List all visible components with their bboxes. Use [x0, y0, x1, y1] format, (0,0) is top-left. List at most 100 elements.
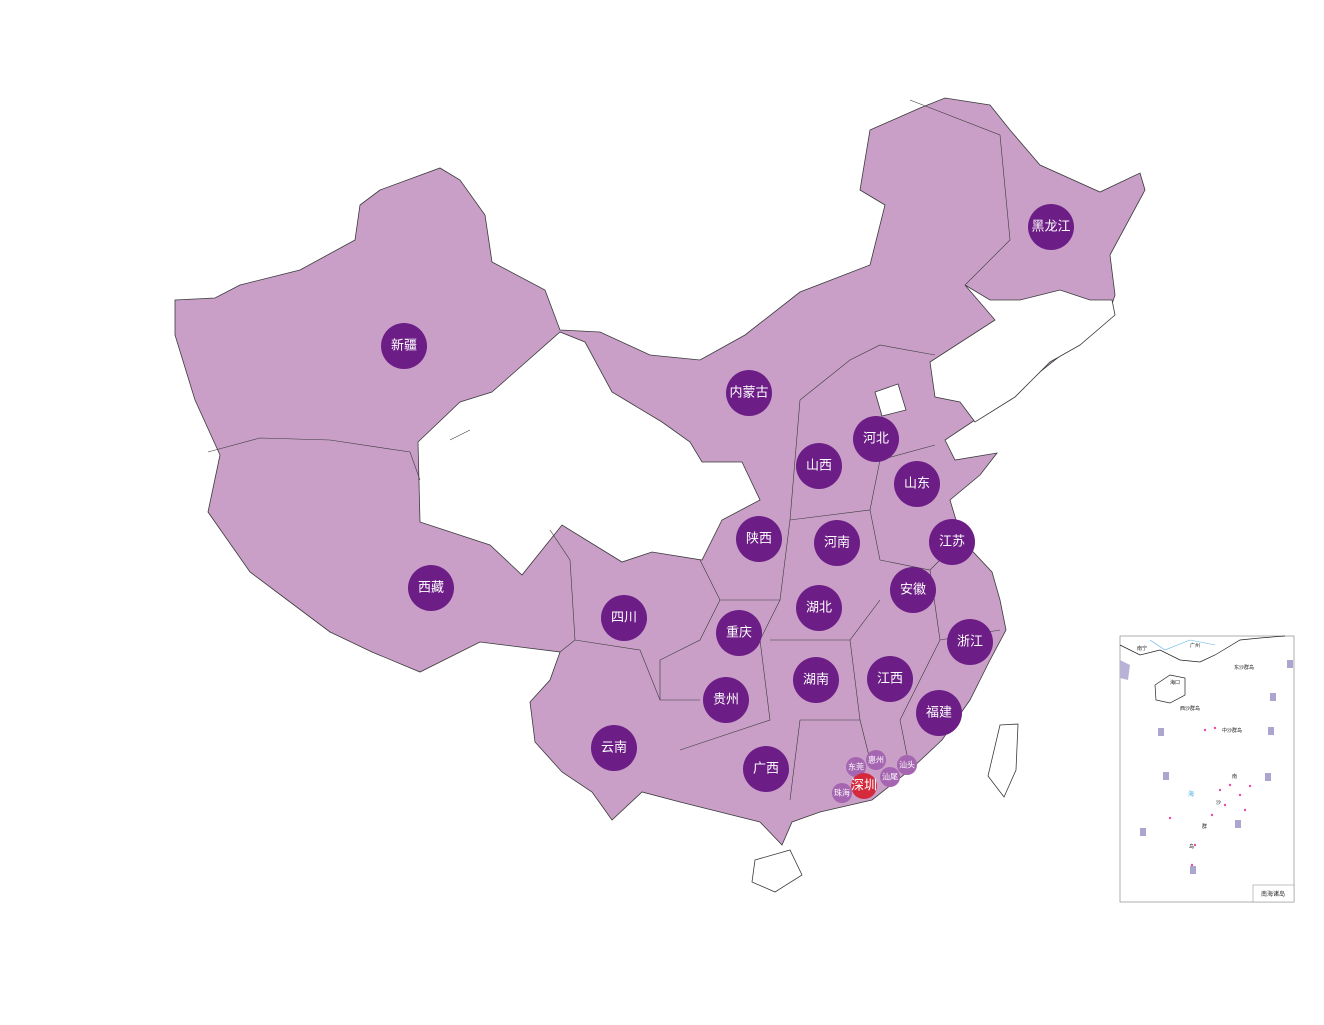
marker-circle[interactable] [916, 690, 962, 736]
province-marker[interactable]: 西藏 [408, 565, 454, 611]
region-empty-northeast[interactable] [929, 284, 1116, 423]
province-marker[interactable]: 湖南 [793, 657, 839, 703]
marker-circle[interactable] [853, 416, 899, 462]
marker-circle[interactable] [897, 755, 917, 775]
marker-label: 广西 [753, 762, 779, 777]
province-marker[interactable]: 安徽 [890, 567, 936, 613]
marker-label: 山东 [904, 477, 930, 492]
inset-label: 广州 [1190, 642, 1200, 649]
inset-label: 沙 [1216, 800, 1221, 806]
inset-label: 中沙群岛 [1222, 727, 1242, 734]
marker-label: 汕尾 [882, 772, 898, 782]
marker-label: 珠海 [834, 788, 850, 798]
marker-label: 四川 [611, 611, 637, 626]
inset-label: 西沙群岛 [1180, 705, 1200, 712]
city-marker-highlight[interactable]: 深圳 [851, 773, 877, 799]
inset-label: 东沙群岛 [1234, 664, 1254, 671]
marker-label: 汕头 [899, 760, 915, 770]
marker-circle[interactable] [880, 767, 900, 787]
province-marker[interactable]: 新疆 [381, 323, 427, 369]
inset-label: 海 [1188, 790, 1194, 798]
marker-label: 贵州 [713, 693, 739, 708]
marker-circle[interactable] [796, 443, 842, 489]
province-marker[interactable]: 山东 [894, 461, 940, 507]
province-marker[interactable]: 广西 [743, 746, 789, 792]
marker-circle[interactable] [703, 677, 749, 723]
marker-circle[interactable] [793, 657, 839, 703]
inset-label: 南宁 [1137, 645, 1147, 652]
marker-label: 内蒙古 [729, 385, 768, 401]
marker-label: 安徽 [900, 583, 926, 598]
marker-circle[interactable] [866, 750, 886, 770]
marker-label: 云南 [601, 740, 627, 756]
marker-circle[interactable] [591, 725, 637, 771]
marker-label: 河北 [863, 432, 889, 447]
province-marker[interactable]: 江苏 [929, 519, 975, 565]
city-marker[interactable]: 东莞 [846, 757, 866, 777]
marker-circle[interactable] [1028, 204, 1074, 250]
province-marker[interactable]: 江西 [867, 656, 913, 702]
province-marker[interactable]: 重庆 [716, 610, 762, 656]
marker-circle[interactable] [743, 746, 789, 792]
marker-circle[interactable] [832, 783, 852, 803]
marker-circle[interactable] [894, 461, 940, 507]
marker-circle[interactable] [381, 323, 427, 369]
marker-circle[interactable] [890, 567, 936, 613]
region-empty-beijing[interactable] [874, 383, 907, 417]
marker-circle[interactable] [947, 619, 993, 665]
province-marker[interactable]: 湖北 [796, 585, 842, 631]
marker-label: 湖北 [806, 601, 832, 616]
marker-label: 江西 [877, 672, 903, 687]
region-empty-hainan[interactable] [751, 849, 803, 893]
marker-label: 河南 [824, 535, 850, 551]
marker-label: 西藏 [418, 581, 444, 596]
marker-label: 陕西 [746, 532, 772, 547]
marker-circle[interactable] [796, 585, 842, 631]
inset-label: 南 [1232, 773, 1237, 780]
city-marker[interactable]: 珠海 [832, 783, 852, 803]
city-marker[interactable]: 汕尾 [880, 767, 900, 787]
province-marker[interactable]: 山西 [796, 443, 842, 489]
inset-frame [1119, 635, 1295, 903]
marker-label: 重庆 [726, 625, 752, 641]
marker-label: 浙江 [957, 635, 983, 650]
marker-label: 江苏 [939, 534, 965, 550]
marker-label: 湖南 [803, 672, 829, 688]
marker-label: 福建 [926, 706, 952, 721]
marker-circle[interactable] [851, 773, 877, 799]
inset-label: 岛 [1189, 843, 1194, 850]
province-marker[interactable]: 贵州 [703, 677, 749, 723]
marker-circle[interactable] [716, 610, 762, 656]
province-marker[interactable]: 福建 [916, 690, 962, 736]
region-empty-taiwan[interactable] [987, 723, 1019, 798]
city-marker[interactable]: 汕头 [897, 755, 917, 775]
marker-label: 深圳 [851, 779, 877, 794]
marker-circle[interactable] [846, 757, 866, 777]
province-borders [207, 99, 1011, 801]
marker-label: 山西 [806, 459, 832, 474]
inset-label: 海口 [1170, 679, 1180, 686]
marker-label: 东莞 [848, 762, 864, 772]
province-marker[interactable]: 河北 [853, 416, 899, 462]
south-china-sea-inset: 南海诸岛 南宁 广州 海口 东沙群岛 西沙群岛 中沙群岛 南 海 沙 群 岛 [1119, 635, 1295, 903]
marker-circle[interactable] [726, 370, 772, 416]
marker-circle[interactable] [736, 516, 782, 562]
province-marker[interactable]: 内蒙古 [726, 370, 772, 416]
region-empty-northwest[interactable] [417, 331, 761, 576]
province-marker[interactable]: 黑龙江 [1028, 204, 1074, 250]
marker-circle[interactable] [601, 595, 647, 641]
marker-circle[interactable] [814, 520, 860, 566]
marker-circle[interactable] [408, 565, 454, 611]
province-marker[interactable]: 浙江 [947, 619, 993, 665]
province-marker[interactable]: 云南 [591, 725, 637, 771]
marker-label: 新疆 [391, 338, 417, 354]
city-marker[interactable]: 惠州 [866, 750, 886, 770]
marker-label: 惠州 [868, 755, 884, 765]
marker-circle[interactable] [929, 519, 975, 565]
marker-circle[interactable] [867, 656, 913, 702]
inset-title: 南海诸岛 [1261, 890, 1285, 898]
province-marker[interactable]: 陕西 [736, 516, 782, 562]
province-marker[interactable]: 河南 [814, 520, 860, 566]
province-marker[interactable]: 四川 [601, 595, 647, 641]
